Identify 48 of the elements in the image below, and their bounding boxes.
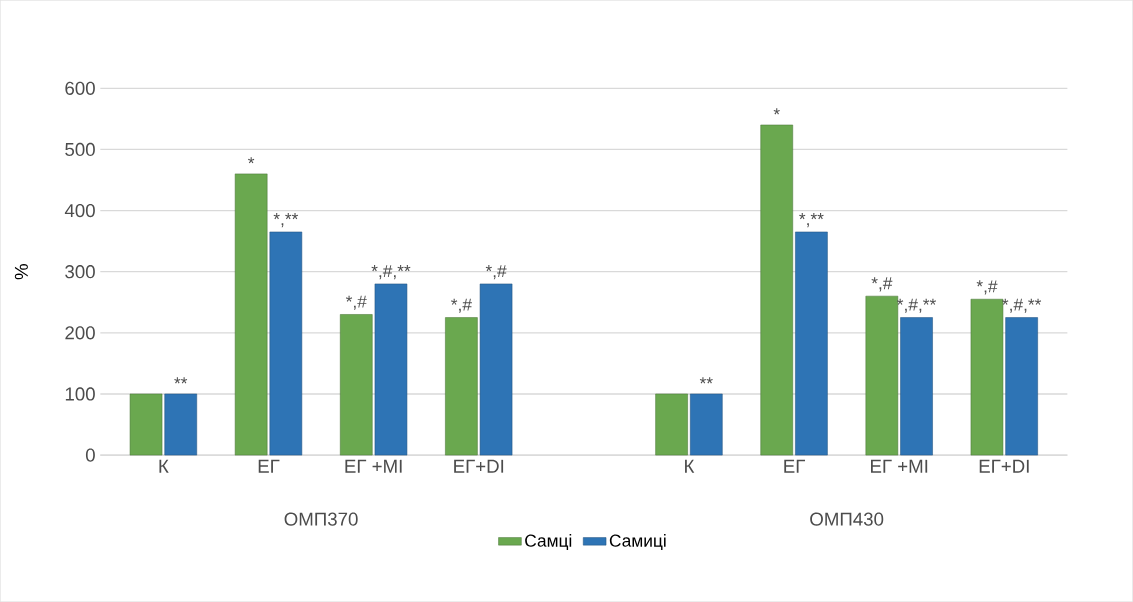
y-axis-title: %: [14, 264, 28, 280]
legend-label: Самці: [525, 534, 572, 551]
data-label: *,#: [976, 280, 998, 295]
bar: [1005, 317, 1038, 456]
bar: [234, 173, 268, 456]
bar: [445, 317, 478, 456]
data-label: *,#: [345, 295, 367, 310]
legend-label: Самиці: [609, 534, 666, 551]
bar: [655, 393, 688, 456]
bar: [340, 314, 373, 456]
y-tick-label: 600: [65, 81, 95, 95]
x-tick-label: ЕГ +МІ: [871, 459, 928, 473]
y-tick-label: 100: [65, 387, 95, 401]
bar: [269, 231, 303, 456]
data-label: *,#: [871, 277, 893, 292]
bar: [865, 295, 899, 456]
y-tick-label: 0: [85, 448, 95, 462]
x-tick-label: К: [159, 459, 169, 473]
y-tick-label: 300: [65, 265, 95, 279]
bar: [900, 317, 933, 456]
data-label: *: [773, 108, 780, 115]
text: ОМП370: [284, 512, 358, 526]
x-tick-label: ЕГ: [258, 459, 280, 473]
data-label: **: [699, 377, 713, 384]
x-tick-label: ЕГ+DІ: [454, 459, 504, 473]
data-label: *: [248, 157, 255, 164]
x-tick-label: ЕГ: [784, 459, 806, 473]
x-tick-label: К: [685, 459, 695, 473]
bar: [690, 393, 723, 456]
y-tick-label: 200: [65, 326, 95, 340]
data-label: *,#: [485, 265, 507, 280]
bar: [760, 124, 794, 456]
bar: [795, 231, 828, 456]
data-label: *,**: [273, 213, 299, 228]
data-label: *,#,**: [371, 265, 411, 280]
y-tick-label: 500: [65, 142, 95, 156]
x-tick-label: ЕГ+DІ: [979, 459, 1029, 473]
bar: [479, 283, 513, 456]
data-label: *,#: [451, 298, 472, 313]
bar: [970, 298, 1004, 456]
data-label: **: [174, 377, 188, 384]
bar: [374, 283, 408, 456]
text: ОМП430: [810, 512, 884, 526]
data-label: *,**: [799, 213, 824, 228]
y-tick-label: 400: [64, 203, 95, 218]
x-tick-label: ЕГ +МІ: [345, 459, 402, 473]
bar: [164, 393, 197, 456]
bar: [129, 393, 163, 456]
